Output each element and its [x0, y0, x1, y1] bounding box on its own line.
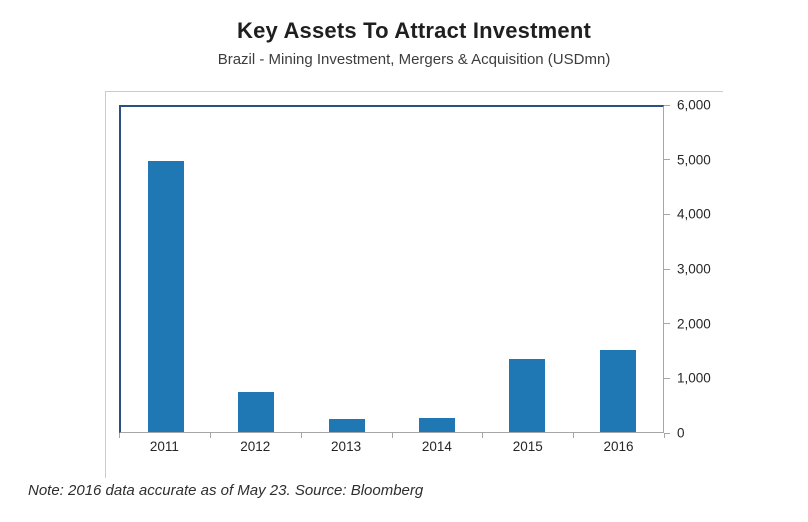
bar-2014 [419, 418, 456, 432]
bar-cell-2013 [302, 107, 392, 432]
y-axis-tick [664, 377, 670, 379]
y-axis-tick [664, 159, 670, 161]
x-axis-label-2016: 2016 [603, 439, 634, 454]
chart-frame: 0 1,000 2,000 3,000 4,000 5,000 6,000 2011 2012… [105, 91, 723, 478]
x-axis-tick [391, 433, 393, 438]
bar-cell-2014 [392, 107, 482, 432]
source-note: Note: 2016 data accurate as of May 23. S… [28, 482, 424, 499]
bar-2011 [148, 161, 185, 432]
bar-cell-2011 [121, 107, 211, 432]
bar-cell-2016 [573, 107, 663, 432]
x-axis-label-2012: 2012 [240, 439, 271, 454]
x-axis-tick [209, 433, 211, 438]
y-axis-tick [664, 268, 670, 270]
x-axis-tick [482, 433, 484, 438]
x-axis-tick [573, 433, 575, 438]
chart-subtitle: Brazil - Mining Investment, Mergers & Ac… [217, 51, 611, 68]
y-axis-tick [664, 432, 670, 434]
bar-2013 [328, 419, 365, 432]
x-axis-label-2013: 2013 [331, 439, 362, 454]
bars-container [121, 107, 663, 432]
chart-title: Key Assets To Attract Investment [236, 18, 592, 43]
bar-2012 [238, 392, 275, 432]
x-axis-labels: 2011 2012 2013 2014 2015 2016 [119, 439, 664, 454]
x-axis-label-2014: 2014 [421, 439, 452, 454]
bar-cell-2015 [482, 107, 572, 432]
plot-area [119, 105, 664, 433]
y-axis-label: 4,000 [677, 206, 711, 222]
y-axis-tick [664, 213, 670, 215]
x-axis-tick [119, 433, 120, 438]
bar-2016 [599, 349, 636, 432]
bar-2015 [509, 358, 546, 432]
y-axis-label: 2,000 [677, 316, 711, 332]
y-axis-label: 3,000 [677, 261, 711, 277]
y-axis-label: 1,000 [677, 370, 711, 386]
bar-cell-2012 [211, 107, 301, 432]
x-axis-tick [664, 433, 665, 438]
y-axis-tick [664, 104, 670, 106]
x-axis-label-2015: 2015 [512, 439, 543, 454]
y-axis-tick [664, 323, 670, 325]
x-axis-label-2011: 2011 [149, 439, 179, 454]
x-axis-tick [300, 433, 302, 438]
y-axis: 0 1,000 2,000 3,000 4,000 5,000 6,000 [664, 98, 728, 441]
chart-header: Key Assets To Attract Investment Brazil … [20, 16, 808, 70]
y-axis-label: 6,000 [677, 97, 711, 113]
y-axis-label: 5,000 [677, 152, 711, 168]
y-axis-label: 0 [677, 425, 685, 441]
